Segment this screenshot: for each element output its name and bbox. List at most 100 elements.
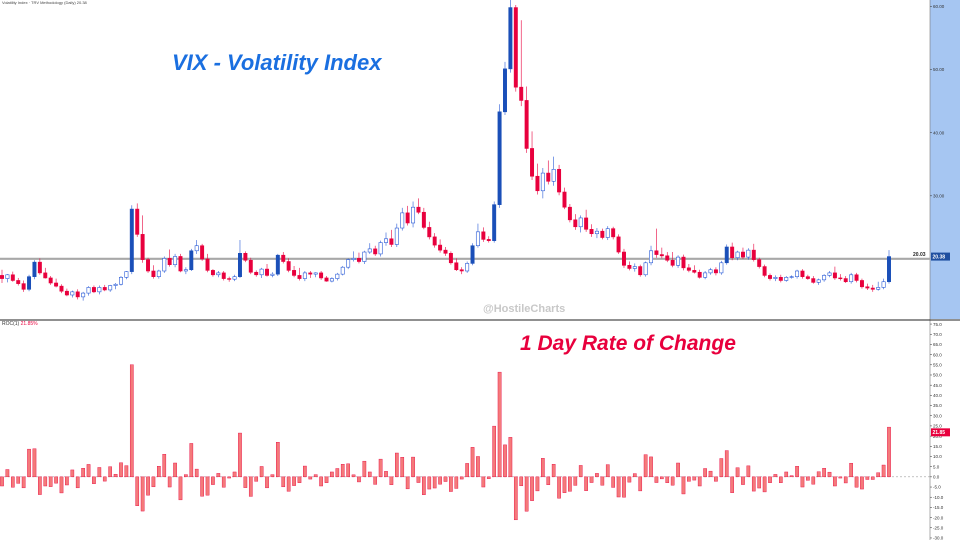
- roc-bar: [800, 476, 805, 488]
- candle-body: [438, 244, 443, 251]
- roc-bar: [129, 364, 134, 478]
- candle-body: [627, 265, 632, 269]
- roc-tick-label: 70.0: [933, 332, 942, 337]
- candle-body: [129, 208, 134, 272]
- roc-bar: [248, 476, 253, 497]
- candle-body: [822, 275, 827, 281]
- roc-bar: [194, 468, 199, 478]
- roc-bar: [519, 476, 524, 487]
- roc-tick-label: -5.0: [933, 485, 941, 490]
- candle-body: [421, 211, 426, 228]
- roc-tick-label: 60.0: [933, 352, 942, 357]
- roc-tick-label: 35.0: [933, 403, 942, 408]
- candle-body: [594, 230, 599, 235]
- roc-tick-label: -30.0: [933, 536, 944, 540]
- roc-tick-label: 55.0: [933, 363, 942, 368]
- roc-bar: [746, 465, 751, 478]
- roc-bar: [535, 476, 540, 492]
- roc-legend: ROC(1) 21.85%: [2, 321, 38, 327]
- roc-bar: [405, 476, 410, 490]
- candle-body: [32, 261, 37, 277]
- candle-body: [362, 251, 367, 262]
- roc-bar: [816, 471, 821, 478]
- roc-bar: [303, 465, 307, 478]
- roc-bar: [508, 437, 513, 478]
- candle-body: [778, 277, 783, 281]
- candle-body: [81, 292, 86, 298]
- roc-bar: [146, 476, 150, 496]
- candle-body: [378, 242, 383, 255]
- candle-body: [405, 212, 410, 224]
- roc-bar: [27, 448, 31, 478]
- roc-bar: [151, 476, 156, 488]
- roc-bar: [887, 426, 891, 478]
- roc-bar: [584, 476, 588, 491]
- candle-body: [562, 191, 567, 208]
- candle-body: [524, 100, 529, 149]
- roc-tick-label: 65.0: [933, 342, 942, 347]
- candle-body: [632, 266, 637, 269]
- candle-body: [870, 287, 875, 290]
- roc-last-value-label: 21.85: [933, 430, 946, 436]
- candle-body: [335, 273, 340, 279]
- roc-bar: [860, 476, 864, 490]
- candle-body: [535, 175, 540, 192]
- roc-bar: [178, 476, 183, 501]
- candle-body: [492, 204, 497, 241]
- roc-bar: [270, 474, 275, 478]
- roc-bar: [600, 476, 605, 486]
- candle-body: [156, 270, 161, 277]
- candle-body: [692, 270, 697, 273]
- roc-bar: [324, 476, 329, 483]
- roc-bar: [102, 476, 107, 482]
- candle-body: [481, 231, 486, 240]
- roc-bar: [616, 476, 621, 498]
- roc-bar: [119, 462, 123, 478]
- candle-body: [567, 206, 572, 221]
- roc-bar: [140, 476, 145, 512]
- candle-body: [113, 283, 118, 286]
- roc-bar: [16, 476, 21, 484]
- candle-body: [465, 263, 470, 272]
- roc-bar: [697, 476, 702, 487]
- roc-bar: [486, 476, 491, 479]
- roc-bar: [665, 476, 670, 483]
- roc-bar: [157, 466, 161, 478]
- roc-bar: [551, 464, 556, 478]
- roc-bar: [59, 476, 64, 494]
- roc-bar: [806, 476, 810, 481]
- candle-body: [21, 283, 26, 290]
- candle-body: [475, 231, 480, 247]
- roc-bar: [470, 447, 475, 478]
- candle-body: [248, 259, 253, 273]
- candle-body: [784, 277, 789, 281]
- roc-bar: [389, 476, 394, 485]
- roc-bar: [313, 474, 318, 478]
- candle-body: [167, 258, 172, 265]
- candle-body: [849, 274, 854, 283]
- candle-body: [681, 256, 686, 269]
- candle-body: [119, 277, 123, 285]
- roc-bar: [654, 476, 659, 483]
- roc-bar: [378, 458, 383, 478]
- roc-bar: [865, 476, 870, 480]
- candle-body: [854, 274, 859, 281]
- candle-body: [194, 245, 199, 252]
- candle-body: [427, 227, 432, 238]
- candle-body: [703, 272, 708, 278]
- candle-body: [124, 271, 129, 278]
- roc-bar: [443, 476, 448, 482]
- candle-body: [210, 270, 215, 276]
- roc-bar: [297, 476, 302, 483]
- roc-bar: [422, 476, 426, 495]
- roc-tick-label: 0.0: [933, 475, 940, 480]
- candle-body: [676, 256, 681, 266]
- candle-body: [54, 282, 59, 287]
- roc-bar: [784, 471, 789, 478]
- roc-tick-label: 5.0: [933, 464, 940, 469]
- roc-bar: [10, 476, 15, 488]
- roc-tick-label: -10.0: [933, 495, 944, 500]
- roc-bar: [692, 476, 697, 481]
- roc-bar: [395, 452, 399, 478]
- candle-body: [324, 277, 329, 282]
